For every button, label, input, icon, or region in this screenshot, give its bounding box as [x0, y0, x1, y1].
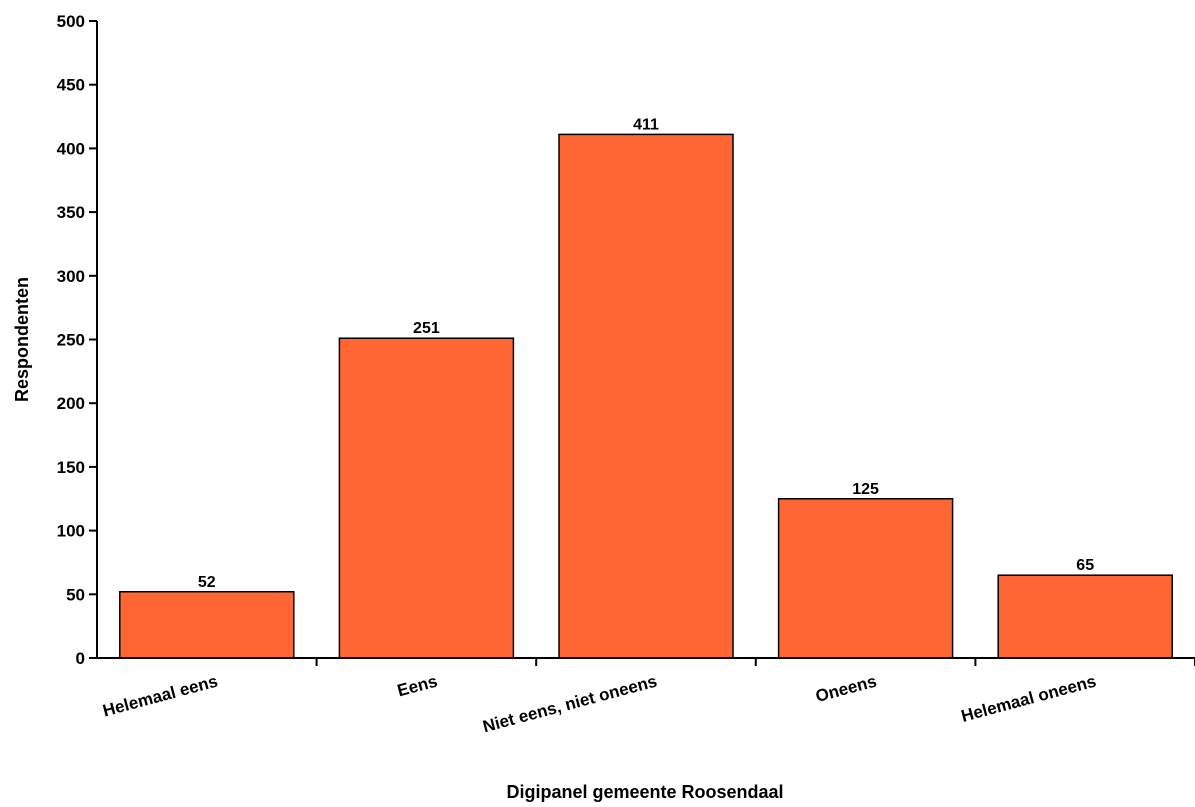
y-tick-label: 200: [57, 394, 85, 413]
bar: [558, 133, 734, 659]
y-tick-label: 350: [57, 203, 85, 222]
y-tick-label: 250: [57, 331, 85, 350]
x-category-label: Helemaal eens: [101, 672, 220, 721]
data-labels-group: 52 251 411 125 65: [198, 116, 1094, 590]
x-ticks-group: [315, 658, 1195, 666]
y-tick-label: 400: [57, 139, 85, 158]
y-tick-label: 500: [57, 12, 85, 31]
x-category-label: Eens: [395, 672, 439, 701]
y-axis-title: Respondenten: [12, 277, 32, 402]
category-labels-group: Helemaal eens Eens Niet eens, niet oneens O…: [101, 672, 1098, 737]
bar: [119, 591, 295, 659]
bar-value-label: 411: [633, 116, 659, 133]
x-category-label: Oneens: [813, 672, 878, 706]
bar-value-label: 251: [413, 320, 440, 337]
bar-value-label: 125: [852, 481, 879, 498]
bar-value-label: 52: [198, 574, 216, 591]
x-axis-title: Digipanel gemeente Roosendaal: [506, 782, 783, 802]
bar-value-label: 65: [1076, 557, 1094, 574]
y-tick-label: 0: [76, 649, 85, 668]
bar: [777, 498, 954, 659]
y-tick-label: 100: [57, 522, 85, 541]
y-tick-label: 50: [66, 585, 85, 604]
x-category-label: Helemaal oneens: [959, 672, 1098, 726]
y-tick-label: 150: [57, 458, 85, 477]
y-ticks-group: 0 50 100 150 200 250 300 350 400 450 500: [57, 12, 97, 668]
bars-group: [119, 133, 1173, 659]
bar: [997, 574, 1173, 659]
y-tick-label: 300: [57, 267, 85, 286]
x-category-label: Niet eens, niet oneens: [481, 672, 659, 737]
y-tick-label: 450: [57, 76, 85, 95]
bar: [338, 337, 515, 659]
